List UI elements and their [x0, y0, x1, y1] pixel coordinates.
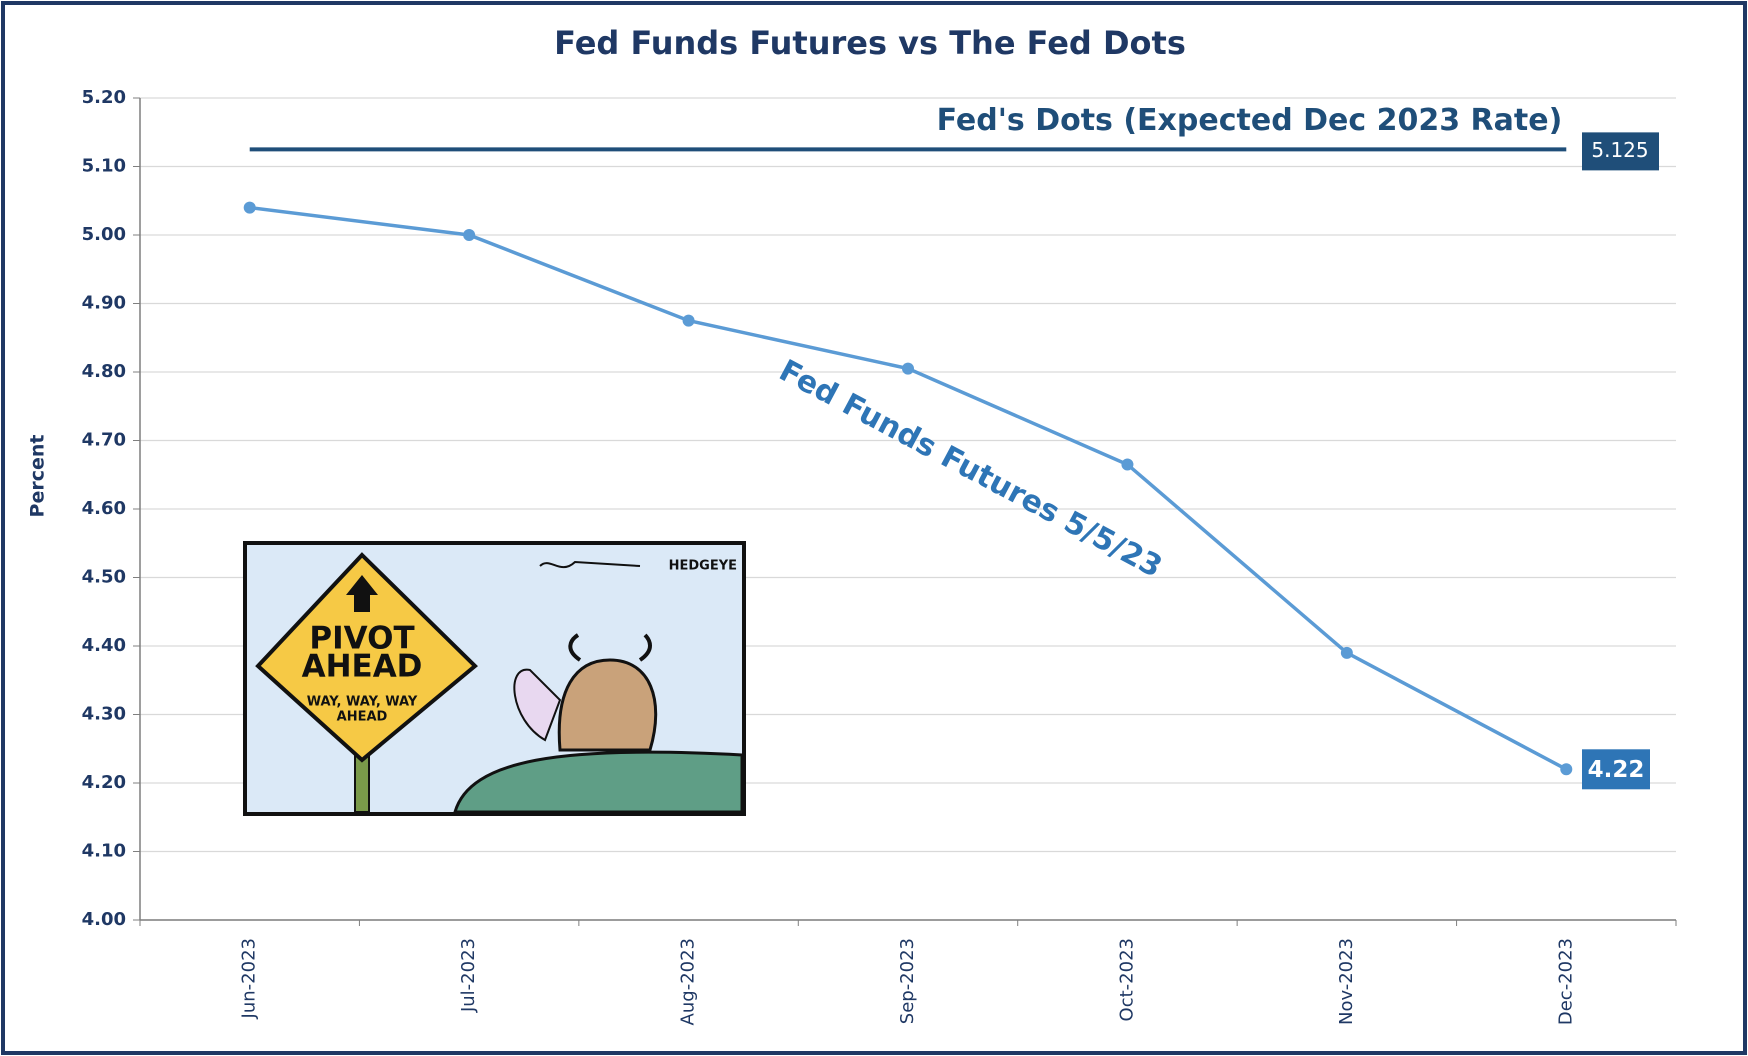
y-tick-label: 5.00 [82, 224, 126, 245]
data-point [1121, 458, 1134, 471]
cartoon-credit: HEDGEYE [669, 559, 737, 574]
data-point [1340, 646, 1353, 659]
value-label-box [1582, 749, 1650, 790]
y-tick-label: 4.20 [82, 772, 126, 793]
x-tick-label: Aug-2023 [678, 938, 699, 1025]
y-tick-label: 4.80 [82, 361, 126, 382]
sign-note: WAY, WAY, WAY [307, 695, 418, 710]
cartoon: PIVOT AHEAD WAY, WAY, WAY AHEAD HEDGEYE [243, 541, 746, 816]
value-label: 5.125 [1591, 138, 1648, 162]
data-point [463, 229, 476, 241]
x-tick-label: Jun-2023 [239, 938, 260, 1019]
value-label: 4.22 [1588, 757, 1645, 783]
y-tick-label: 4.90 [82, 293, 126, 314]
y-tick-label: 4.00 [82, 909, 126, 930]
data-point [243, 201, 256, 214]
y-tick-label: 4.10 [82, 841, 126, 862]
x-tick-label: Oct-2023 [1116, 938, 1137, 1021]
y-tick-label: 4.70 [82, 430, 126, 451]
y-tick-label: 4.40 [82, 635, 126, 656]
x-tick-label: Dec-2023 [1555, 938, 1576, 1025]
data-point [682, 314, 695, 327]
sign-text: AHEAD [302, 649, 423, 685]
y-tick-label: 4.30 [82, 704, 126, 725]
x-tick-label: Jul-2023 [458, 938, 479, 1013]
chart-title: Fed Funds Futures vs The Fed Dots [554, 24, 1186, 62]
sign [255, 552, 478, 763]
x-tick-label: Sep-2023 [897, 938, 918, 1024]
x-tick-label: Nov-2023 [1336, 938, 1357, 1025]
data-point [902, 362, 914, 375]
signature [539, 560, 641, 569]
y-tick-label: 5.10 [82, 156, 126, 177]
value-label-box [1582, 132, 1659, 171]
reference-line-label: Fed's Dots (Expected Dec 2023 Rate) [937, 103, 1563, 138]
y-tick-label: 5.20 [82, 87, 126, 108]
bull [557, 658, 658, 752]
y-tick-label: 4.50 [82, 567, 126, 588]
y-axis-title: Percent [27, 435, 49, 518]
car [453, 750, 744, 814]
sign-note: AHEAD [337, 710, 388, 725]
horns [568, 633, 652, 662]
data-point [1560, 763, 1573, 776]
sign-text: PIVOT [309, 621, 414, 657]
sign-arrow [346, 575, 378, 612]
wing [513, 668, 562, 742]
y-tick-label: 4.60 [82, 498, 126, 519]
